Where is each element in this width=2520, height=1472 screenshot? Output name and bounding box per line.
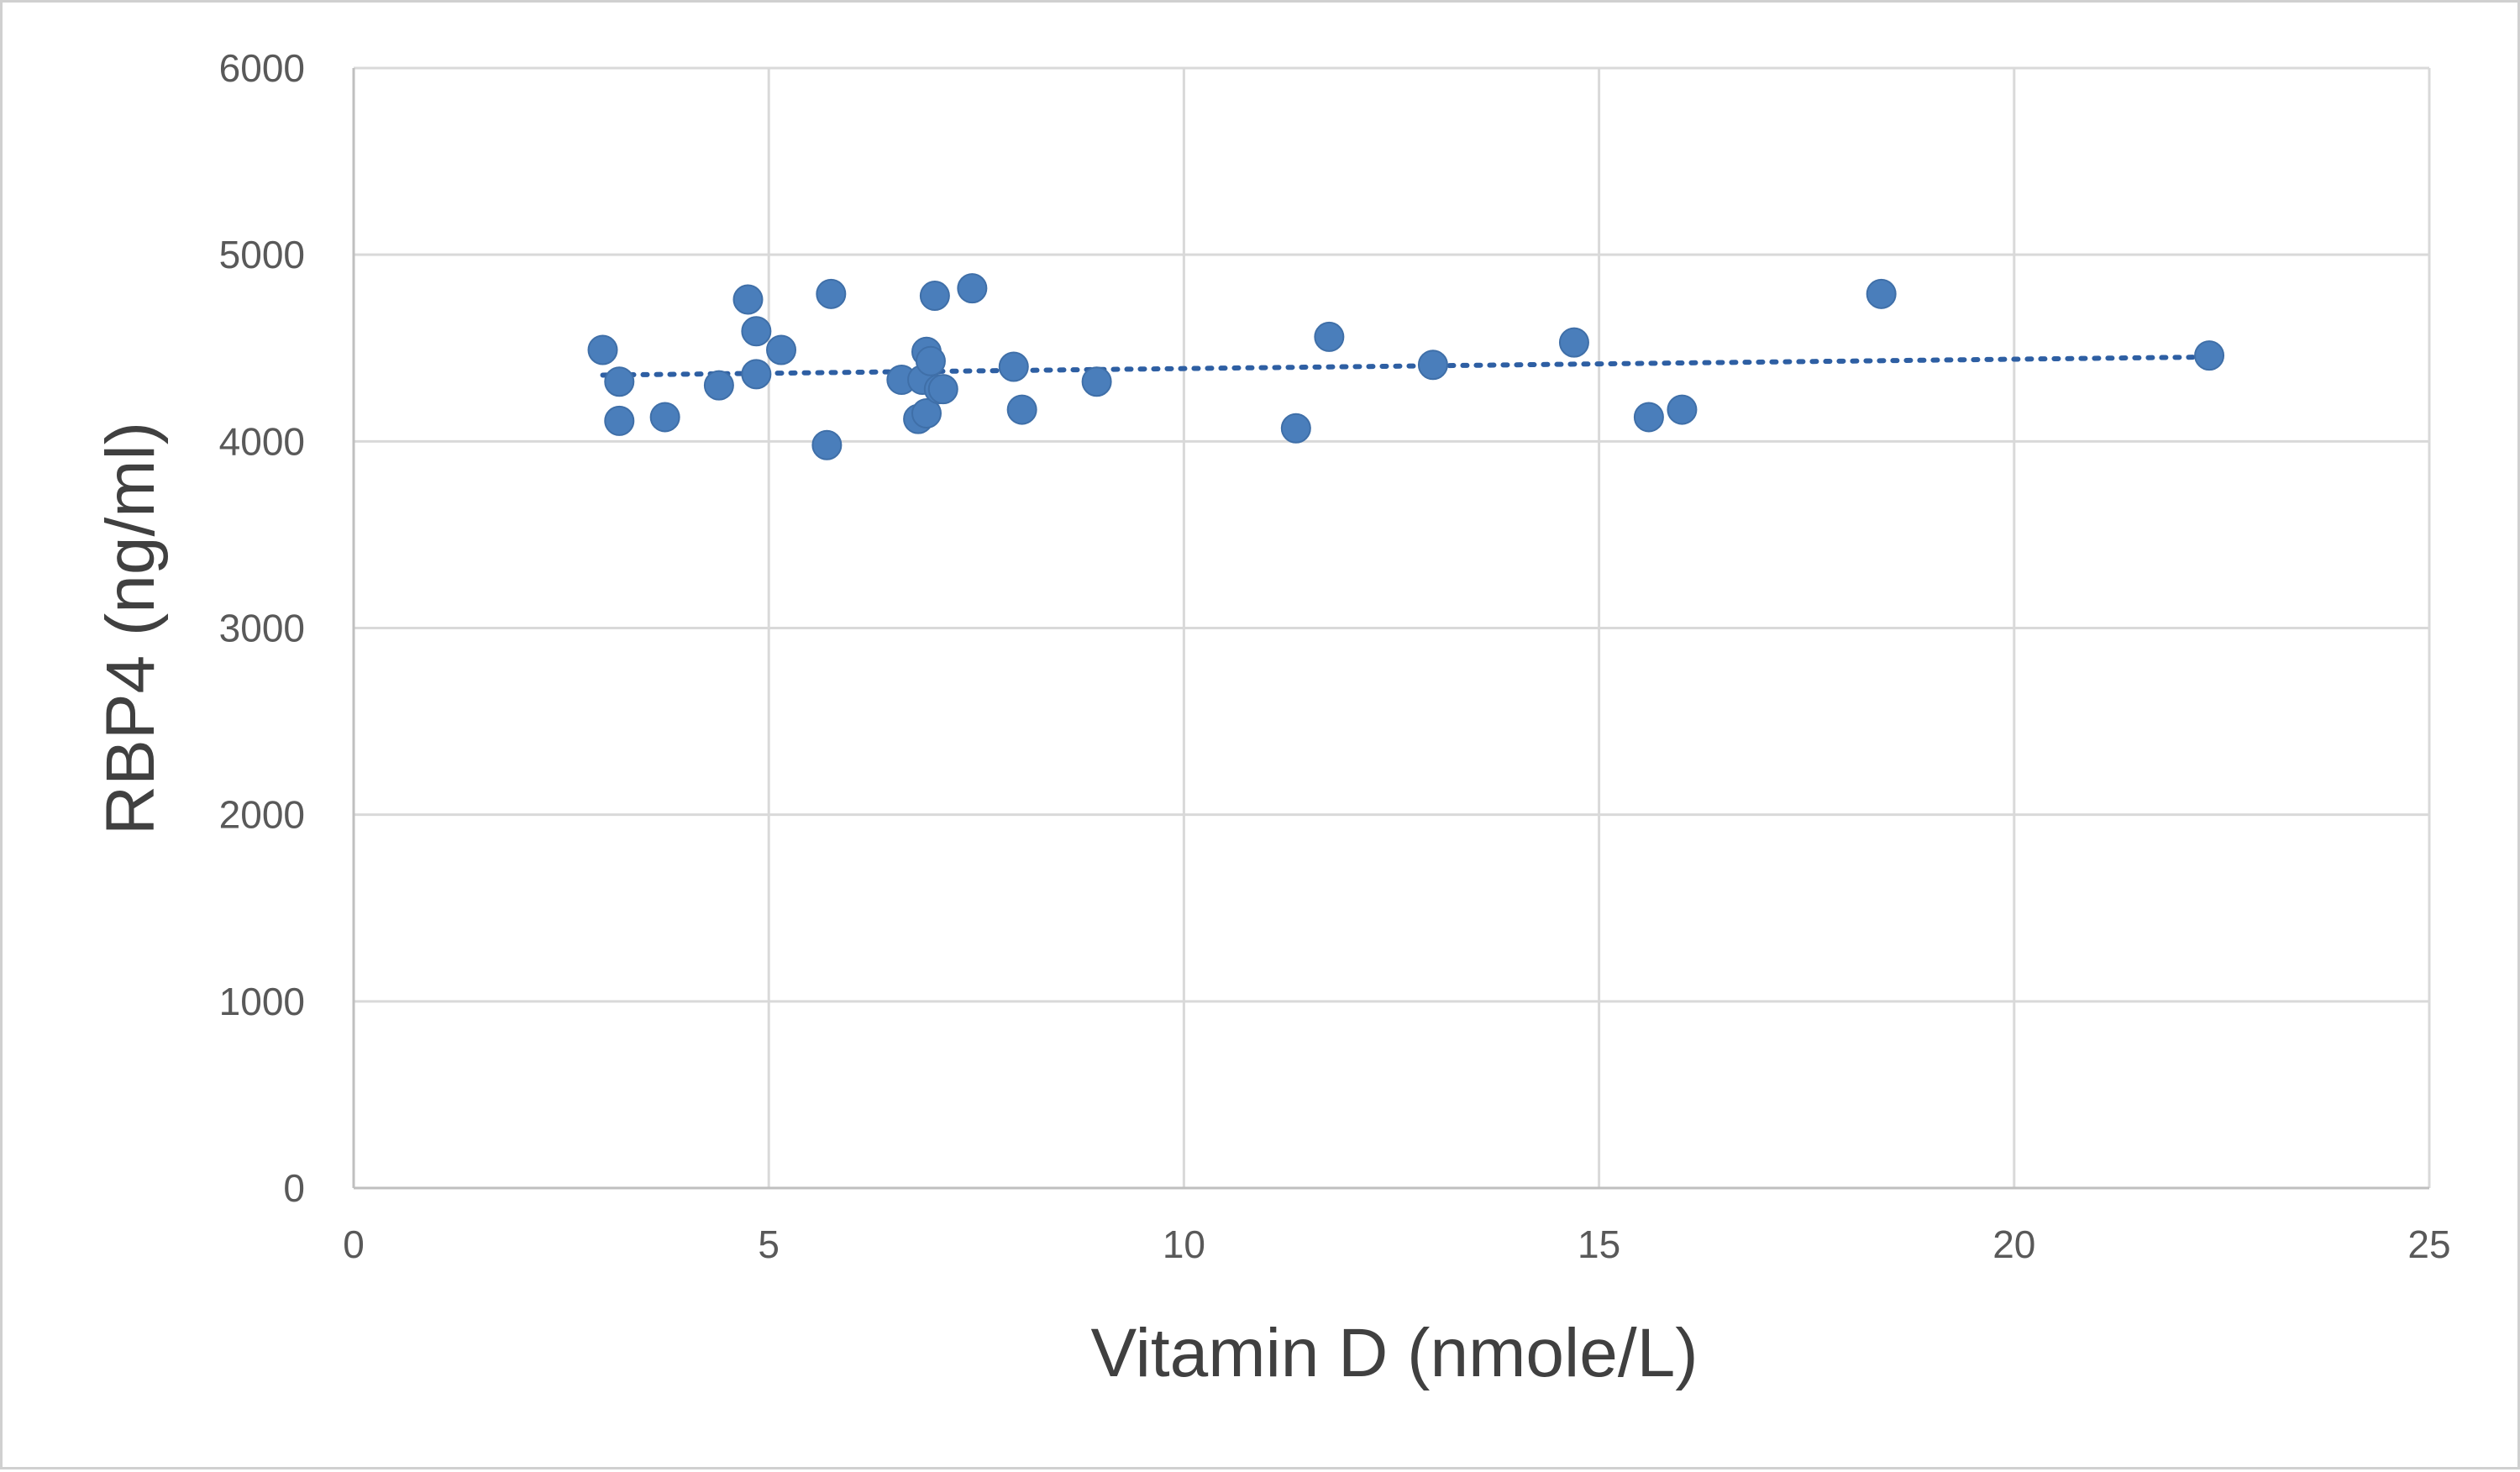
data-point [703, 370, 734, 401]
y-tick-labels: 0 1000 2000 3000 4000 5000 6000 [219, 46, 305, 1210]
x-tick-labels: 0 5 10 15 20 25 [343, 1222, 2450, 1266]
data-point [911, 398, 942, 429]
data-point [998, 351, 1029, 382]
linear-trendline [600, 354, 2213, 378]
x-axis-title: Vitamin D (nmole/L) [1090, 1315, 1698, 1391]
trendline-group [600, 354, 2213, 378]
data-points [587, 273, 2225, 460]
data-point [919, 281, 950, 312]
x-tick-label: 5 [758, 1222, 780, 1266]
y-gridlines [354, 66, 2429, 1003]
data-point [816, 278, 847, 309]
y-axis-title: RBP4 (ng/ml) [92, 422, 169, 835]
x-gridlines [767, 68, 2431, 1188]
y-tick-label: 0 [283, 1166, 305, 1210]
y-tick-label: 5000 [219, 233, 305, 276]
y-tick-label: 4000 [219, 419, 305, 463]
data-point [604, 366, 635, 397]
data-point [1006, 394, 1037, 425]
data-point [957, 273, 988, 304]
scatter-chart: 0 1000 2000 3000 4000 5000 6000 0 5 10 15 20 25 Vit… [92, 46, 2451, 1391]
y-tick-label: 6000 [219, 46, 305, 90]
data-point [604, 405, 635, 436]
data-point [927, 374, 958, 405]
data-point [1558, 327, 1589, 358]
data-point [1417, 350, 1448, 381]
data-point [811, 429, 843, 460]
axes [352, 68, 2429, 1190]
data-point [1866, 278, 1897, 309]
y-tick-label: 3000 [219, 607, 305, 650]
y-tick-label: 1000 [219, 980, 305, 1023]
data-point [1633, 402, 1664, 433]
x-tick-label: 10 [1163, 1222, 1205, 1266]
data-point [1314, 321, 1345, 352]
data-point [587, 334, 618, 365]
data-point [2194, 340, 2225, 371]
x-tick-label: 25 [2407, 1222, 2450, 1266]
data-point [1667, 394, 1698, 425]
data-point [915, 345, 946, 376]
x-tick-label: 15 [1578, 1222, 1620, 1266]
data-point [1081, 366, 1112, 397]
data-point [1280, 413, 1311, 444]
data-point [741, 359, 772, 390]
x-tick-label: 20 [1992, 1222, 2035, 1266]
data-point [732, 284, 764, 315]
data-point [649, 402, 680, 433]
x-tick-label: 0 [343, 1222, 365, 1266]
data-point [766, 334, 797, 365]
y-tick-label: 2000 [219, 793, 305, 837]
data-point [741, 316, 772, 347]
